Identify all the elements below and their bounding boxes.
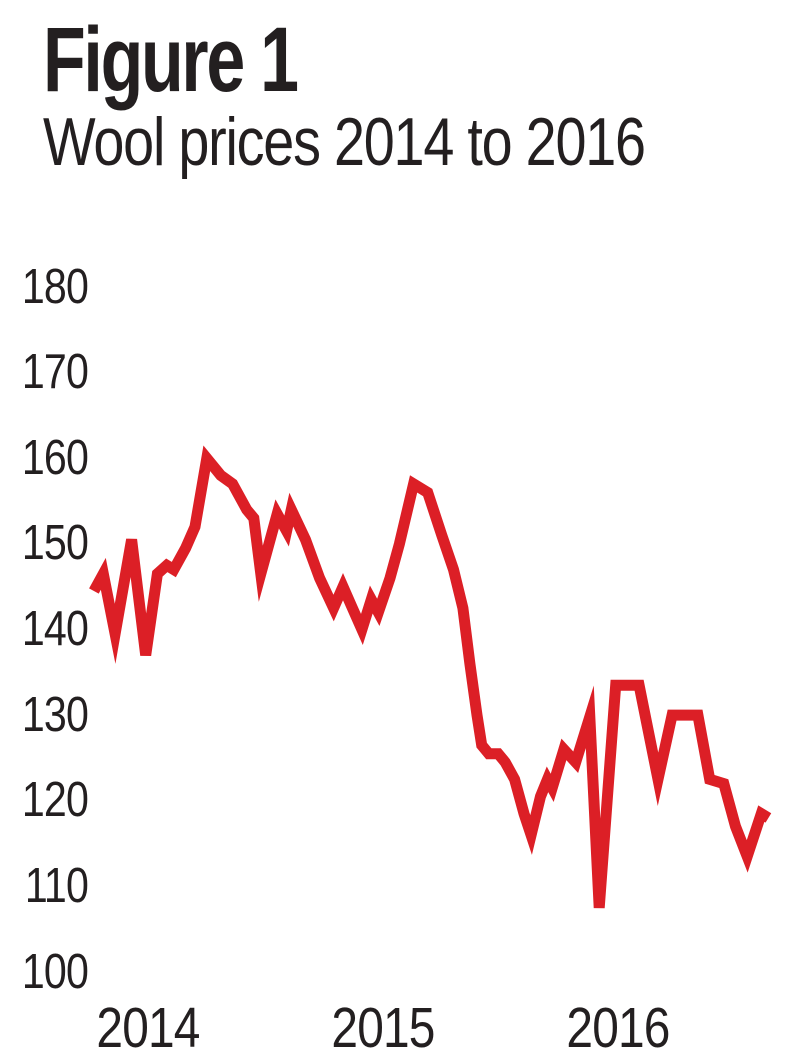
y-tick-label-100: 100	[21, 944, 89, 999]
y-tick-label-150: 150	[21, 516, 89, 571]
y-tick-label-120: 120	[21, 773, 89, 828]
x-tick-label-2016: 2016	[566, 996, 670, 1060]
figure-title: Wool prices 2014 to 2016	[43, 104, 646, 180]
figure-label: Figure 1	[43, 9, 299, 111]
y-tick-label-130: 130	[21, 687, 89, 742]
x-tick-label-2015: 2015	[331, 996, 435, 1060]
wool-price-line	[89, 445, 772, 909]
x-tick-label-2014: 2014	[96, 996, 200, 1060]
y-tick-label-160: 160	[21, 430, 89, 485]
y-tick-label-180: 180	[21, 259, 89, 314]
y-tick-label-170: 170	[21, 345, 89, 400]
y-tick-label-110: 110	[24, 858, 89, 913]
y-tick-label-140: 140	[21, 602, 89, 656]
